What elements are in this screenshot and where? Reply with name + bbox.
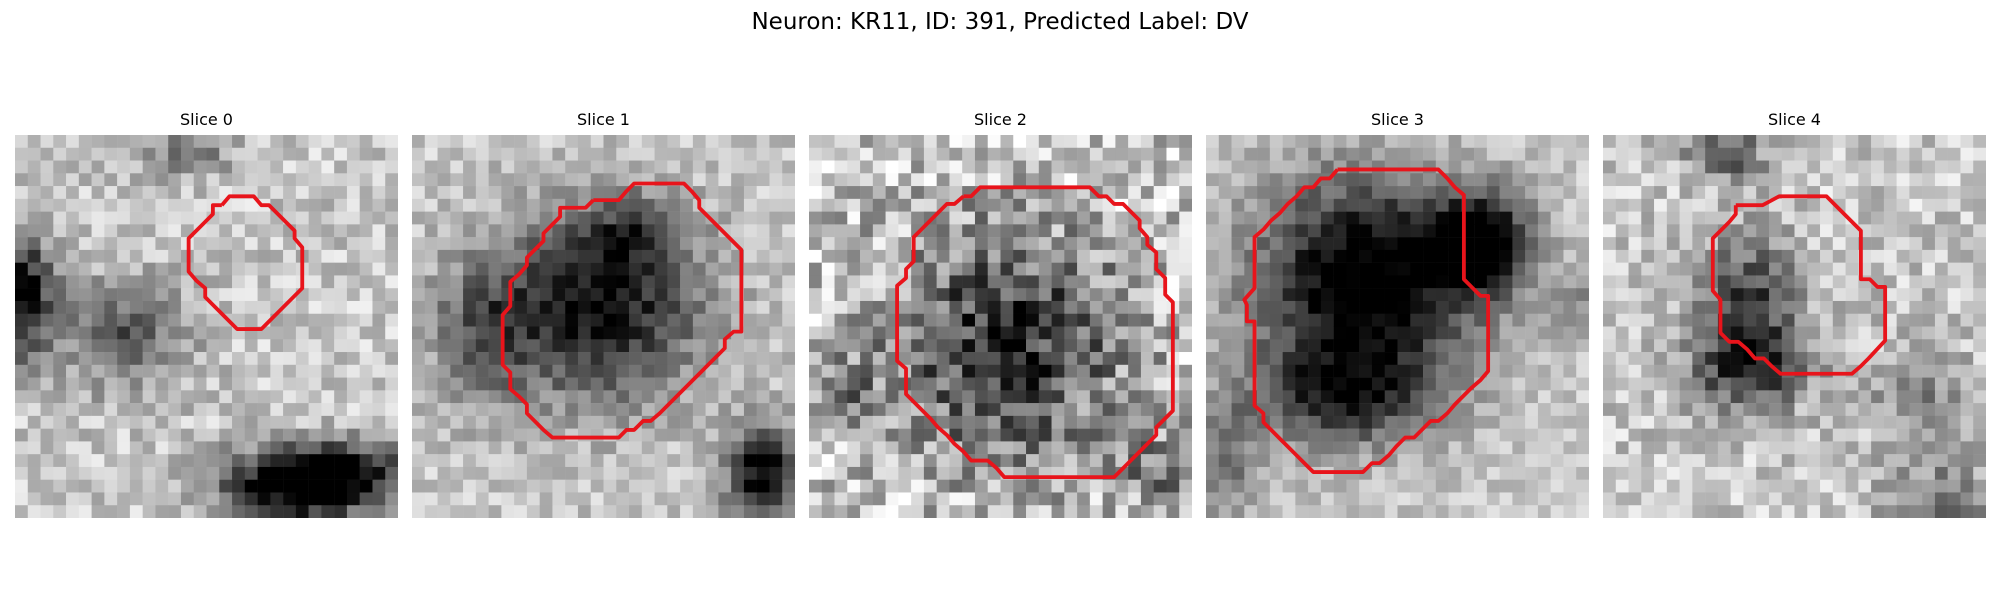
slice-contour-4 xyxy=(1710,194,1888,376)
slice-title-4: Slice 4 xyxy=(1768,110,1821,129)
slice-title-2: Slice 2 xyxy=(974,110,1027,129)
slice-image-0 xyxy=(15,135,398,518)
slice-image-4 xyxy=(1603,135,1986,518)
slice-title-3: Slice 3 xyxy=(1371,110,1424,129)
slice-contour-0 xyxy=(186,194,305,331)
slice-image-2 xyxy=(809,135,1192,518)
slice-contour-1 xyxy=(500,181,744,440)
slice-image-3 xyxy=(1206,135,1589,518)
figure-title: Neuron: KR11, ID: 391, Predicted Label: … xyxy=(751,9,1249,35)
slice-contour-2 xyxy=(895,185,1175,480)
slice-contour-3 xyxy=(1242,167,1491,474)
slice-title-1: Slice 1 xyxy=(577,110,630,129)
slice-image-1 xyxy=(412,135,795,518)
slice-title-0: Slice 0 xyxy=(180,110,233,129)
